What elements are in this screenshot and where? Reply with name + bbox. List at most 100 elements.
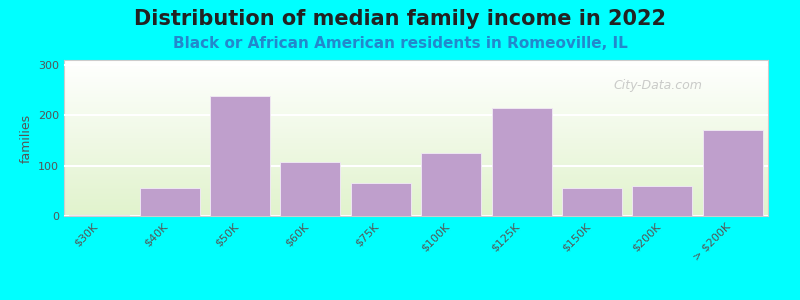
Bar	[64, 154, 768, 155]
Bar	[64, 140, 768, 141]
Bar	[64, 122, 768, 124]
Bar	[64, 208, 768, 210]
Bar	[64, 61, 768, 63]
Bar	[64, 210, 768, 211]
Bar	[703, 130, 762, 216]
Bar	[64, 127, 768, 129]
Bar	[64, 213, 768, 214]
Bar	[633, 186, 692, 216]
Bar	[64, 83, 768, 85]
Bar	[562, 188, 622, 216]
Bar	[64, 158, 768, 160]
Bar	[351, 183, 410, 216]
Bar	[64, 69, 768, 71]
Bar	[64, 185, 768, 186]
Bar	[64, 160, 768, 161]
Bar	[64, 125, 768, 127]
Bar	[64, 155, 768, 157]
Bar	[64, 161, 768, 163]
Bar	[64, 66, 768, 68]
Bar	[422, 153, 481, 216]
Bar	[64, 180, 768, 182]
Bar	[64, 176, 768, 177]
Bar	[64, 98, 768, 99]
Bar	[64, 76, 768, 77]
Bar	[64, 194, 768, 196]
Bar	[64, 130, 768, 132]
Bar	[64, 108, 768, 110]
Bar	[64, 99, 768, 100]
Bar	[562, 188, 622, 216]
Bar	[64, 196, 768, 197]
Bar	[64, 60, 768, 61]
Bar	[64, 135, 768, 136]
Bar	[64, 166, 768, 168]
Bar	[281, 162, 340, 216]
Bar	[64, 177, 768, 178]
Bar	[64, 141, 768, 143]
Bar	[64, 136, 768, 138]
Bar	[64, 118, 768, 119]
Bar	[64, 203, 768, 205]
Bar	[64, 183, 768, 185]
Y-axis label: families: families	[19, 113, 33, 163]
Bar	[64, 91, 768, 93]
Bar	[64, 138, 768, 140]
Bar	[64, 190, 768, 191]
Bar	[64, 74, 768, 76]
Bar	[64, 133, 768, 135]
Bar	[64, 104, 768, 105]
Bar	[281, 162, 340, 216]
Bar	[64, 71, 768, 73]
Bar	[64, 171, 768, 172]
Bar	[64, 157, 768, 158]
Bar	[64, 93, 768, 94]
Bar	[64, 73, 768, 74]
Bar	[64, 205, 768, 207]
Bar	[64, 94, 768, 96]
Text: City-Data.com: City-Data.com	[613, 79, 702, 92]
Bar	[64, 169, 768, 171]
Bar	[210, 96, 270, 216]
Bar	[64, 132, 768, 133]
Bar	[64, 178, 768, 180]
Bar	[64, 143, 768, 144]
Text: Black or African American residents in Romeoville, IL: Black or African American residents in R…	[173, 36, 627, 51]
Bar	[64, 102, 768, 104]
Bar	[64, 146, 768, 147]
Bar	[64, 96, 768, 98]
Bar	[64, 188, 768, 190]
Bar	[64, 182, 768, 183]
Bar	[140, 188, 199, 216]
Bar	[64, 168, 768, 169]
Bar	[64, 68, 768, 69]
Bar	[64, 85, 768, 86]
Bar	[210, 96, 270, 216]
Bar	[492, 108, 551, 216]
Bar	[64, 193, 768, 194]
Bar	[64, 100, 768, 102]
Bar	[64, 86, 768, 88]
Text: Distribution of median family income in 2022: Distribution of median family income in …	[134, 9, 666, 29]
Bar	[64, 149, 768, 151]
Bar	[64, 63, 768, 65]
Bar	[70, 215, 129, 216]
Bar	[64, 113, 768, 115]
Bar	[633, 186, 692, 216]
Bar	[64, 105, 768, 107]
Bar	[64, 152, 768, 154]
Bar	[64, 110, 768, 112]
Bar	[64, 112, 768, 113]
Bar	[64, 172, 768, 174]
Bar	[64, 116, 768, 118]
Bar	[64, 199, 768, 200]
Bar	[64, 163, 768, 164]
Bar	[64, 129, 768, 130]
Bar	[70, 215, 129, 216]
Bar	[64, 121, 768, 122]
Bar	[64, 82, 768, 83]
Bar	[64, 174, 768, 176]
Bar	[64, 107, 768, 108]
Bar	[351, 183, 410, 216]
Bar	[492, 108, 551, 216]
